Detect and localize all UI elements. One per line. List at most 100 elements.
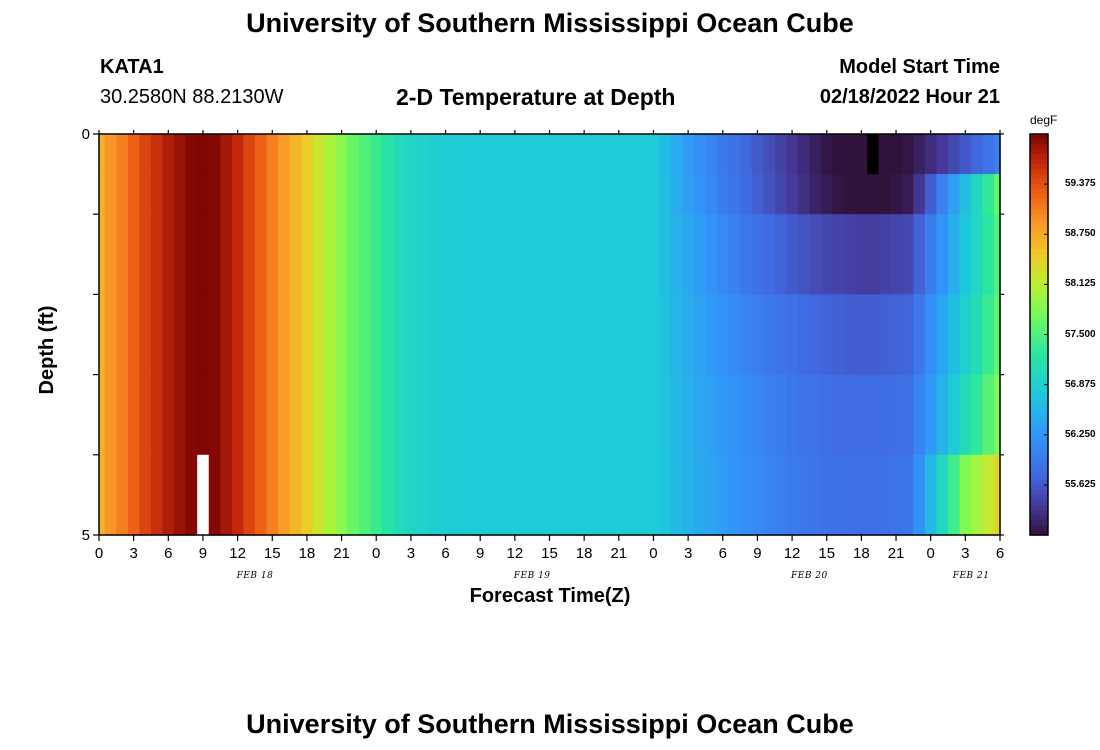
heatmap-cell [774,374,787,456]
heatmap-cell [844,214,857,295]
heatmap-cell [716,214,730,295]
heatmap-cell [924,454,938,536]
heatmap-cell [243,134,256,175]
heatmap-cell [543,294,556,376]
heatmap-cell [497,454,510,536]
heatmap-cell [428,294,441,376]
colorbar-segment [1030,189,1048,195]
heatmap-cell [174,214,187,295]
heatmap-cell [740,214,753,295]
heatmap-cell [416,174,429,215]
heatmap-cell [855,134,868,175]
heatmap-cell [959,214,972,295]
heatmap-cell [405,214,418,295]
heatmap-cell [393,454,406,536]
colorbar-segment [1030,244,1048,250]
heatmap-cell [659,214,672,295]
heatmap-cell [439,174,452,215]
heatmap-cell [532,134,545,175]
heatmap-cell [901,454,914,536]
colorbar-segment [1030,324,1048,331]
heatmap-cell [601,214,614,295]
heatmap-cell [393,134,406,175]
heatmap-cell [728,174,741,215]
heatmap-cell [797,214,810,295]
heatmap-cell [971,374,984,456]
heatmap-cell [636,454,649,536]
heatmap-cell [763,174,776,215]
heatmap-cell [589,174,603,215]
colorbar-segment [1030,444,1048,451]
heatmap-cell [913,214,926,295]
heatmap-cell [127,174,141,215]
colorbar-tick-label: 59.375 [1065,178,1096,190]
heatmap-cell [278,214,291,295]
heatmap-cell [220,214,233,295]
heatmap-cell [208,134,221,175]
heatmap-cell [636,174,649,215]
heatmap-cell [382,214,395,295]
heatmap-cell [647,134,660,175]
heatmap-cell [589,454,603,536]
heatmap-cell [139,374,152,456]
heatmap-cell [347,374,360,456]
heatmap-cell [520,454,533,536]
heatmap-cell [855,214,868,295]
colorbar-segment [1030,149,1048,155]
heatmap-cell [809,374,822,456]
heatmap-cell [728,134,741,175]
colorbar-segment [1030,224,1048,230]
colorbar-segment [1030,234,1048,240]
colorbar-segment [1030,329,1048,336]
heatmap-cell [370,134,383,175]
x-tick-label: 9 [753,545,762,562]
heatmap-cell [289,214,302,295]
heatmap-cell [774,454,787,536]
heatmap-cell [474,214,487,295]
heatmap-cell [901,294,914,376]
heatmap-cell [208,174,221,215]
heatmap-cell [543,134,556,175]
heatmap-cell [763,374,776,456]
colorbar-tick-label: 55.625 [1065,478,1096,490]
heatmap-cell [890,214,903,295]
heatmap-cell [474,374,487,456]
x-tick-label: 3 [961,545,970,562]
heatmap-cell [520,134,533,175]
heatmap-cell [104,294,117,376]
colorbar-segment [1030,269,1048,275]
heatmap-cell [301,454,314,536]
heatmap-cell [855,454,868,536]
heatmap-cell [693,294,707,376]
colorbar-segment [1030,464,1048,471]
heatmap-cell [809,174,822,215]
heatmap-cell [451,174,464,215]
heatmap-cell [901,214,914,295]
heatmap-cell [266,134,279,175]
heatmap-cell [797,174,810,215]
x-tick-label: 18 [298,545,316,562]
heatmap-cell [335,134,348,175]
heatmap-cell [786,454,799,536]
heatmap-cell [405,294,418,376]
heatmap-cell [624,174,637,215]
x-tick-label: 3 [683,545,693,562]
heatmap-cell [497,214,510,295]
heatmap-cell [370,454,383,536]
heatmap-cell [208,214,221,295]
heatmap-cell [797,134,810,175]
heatmap-cell [208,454,221,536]
heatmap-cell [532,174,545,215]
heatmap-cell [150,294,164,376]
heatmap-cell [913,134,926,175]
heatmap-cell [301,174,314,215]
heatmap-cell [716,374,730,456]
heatmap-cell [197,454,210,536]
heatmap-cell [878,294,891,376]
heatmap-cell [844,174,857,215]
heatmap-cell [716,174,730,215]
colorbar-segment [1030,374,1048,381]
heatmap-cell [358,134,372,175]
heatmap-cell [693,134,707,175]
heatmap-cell [924,214,938,295]
